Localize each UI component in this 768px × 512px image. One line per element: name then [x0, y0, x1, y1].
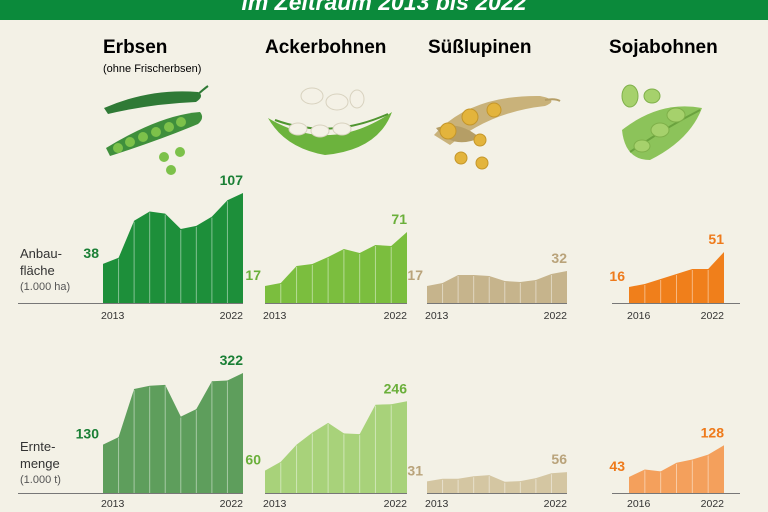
x-tick-label-end: 2022: [384, 310, 408, 322]
banner-title: im Zeitraum 2013 bis 2022: [241, 0, 527, 15]
x-tick-label-start: 2013: [425, 310, 449, 322]
pea-pod-icon: [104, 85, 209, 175]
end-value-label: 56: [551, 451, 567, 467]
x-tick-label-end: 2022: [701, 498, 725, 510]
start-value-label: 16: [609, 268, 625, 284]
area-series: [427, 271, 567, 303]
x-tick-label-end: 2022: [544, 498, 568, 510]
lupin-pod-icon: [434, 95, 561, 170]
x-tick-label-end: 2022: [544, 310, 568, 322]
x-tick-label-start: 2016: [627, 310, 651, 322]
soybean-icon: [621, 84, 702, 160]
start-value-label: 17: [245, 267, 261, 283]
end-value-label: 246: [384, 380, 408, 396]
end-value-label: 128: [701, 424, 725, 440]
x-tick-label-end: 2022: [220, 498, 244, 510]
area-series: [103, 193, 243, 303]
start-value-label: 38: [83, 245, 99, 261]
end-value-label: 107: [220, 172, 244, 188]
x-tick-label-start: 2013: [263, 498, 287, 510]
row-label-harvest-line1: Ernte-: [20, 439, 56, 454]
x-tick-label-end: 2022: [220, 310, 244, 322]
start-value-label: 31: [407, 462, 423, 478]
row-label-area-line1: Anbau-: [20, 246, 62, 261]
x-tick-label-start: 2013: [263, 310, 287, 322]
area-series: [427, 472, 567, 493]
crop-title-suesslupinen: Süßlupinen: [428, 37, 532, 58]
chart-marks: 38 107 2013 2022 17 71 2013 2022 17 32 2013 2022 16 5…: [18, 172, 740, 510]
area-series: [265, 401, 407, 493]
x-tick-label-end: 2022: [384, 498, 408, 510]
x-tick-label-start: 2016: [627, 498, 651, 510]
end-value-label: 51: [708, 231, 724, 247]
end-value-label: 32: [551, 250, 567, 266]
end-value-label: 322: [220, 352, 244, 368]
crop-title-sojabohnen: Sojabohnen: [609, 37, 718, 58]
x-tick-label-start: 2013: [425, 498, 449, 510]
start-value-label: 17: [407, 267, 423, 283]
crop-title-ackerbohnen: Ackerbohnen: [265, 37, 387, 58]
x-tick-label-start: 2013: [101, 310, 125, 322]
row-label-harvest-unit: (1.000 t): [20, 474, 61, 486]
x-tick-label-end: 2022: [701, 310, 725, 322]
row-label-area-line2: fläche: [20, 263, 55, 278]
crop-title-erbsen: Erbsen: [103, 37, 168, 58]
row-label-area-unit: (1.000 ha): [20, 281, 71, 293]
start-value-label: 43: [609, 458, 625, 474]
broad-bean-icon: [268, 87, 392, 155]
area-series: [629, 445, 724, 493]
row-label-harvest: Ernte- menge (1.000 t): [20, 438, 61, 489]
illustrations: [104, 84, 702, 175]
crop-note-erbsen: (ohne Frischerbsen): [103, 63, 202, 75]
start-value-label: 60: [245, 452, 261, 468]
start-value-label: 130: [76, 426, 100, 442]
area-series: [103, 373, 243, 493]
row-label-harvest-line2: menge: [20, 456, 60, 471]
area-series: [629, 252, 724, 303]
end-value-label: 71: [391, 211, 407, 227]
title-banner: im Zeitraum 2013 bis 2022: [0, 0, 768, 20]
x-tick-label-start: 2013: [101, 498, 125, 510]
area-series: [265, 232, 407, 303]
row-label-area: Anbau- fläche (1.000 ha): [20, 245, 70, 296]
